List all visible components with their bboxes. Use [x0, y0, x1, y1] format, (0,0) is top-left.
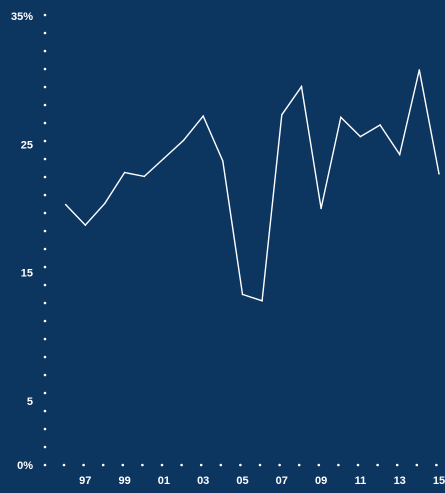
data-point [320, 207, 322, 210]
x-axis-dots [62, 463, 438, 467]
x-axis-dot [199, 463, 203, 467]
x-axis-dot [180, 463, 183, 467]
x-tick-label: 05 [236, 475, 248, 487]
x-axis-dot [121, 463, 125, 467]
data-point [261, 300, 263, 302]
y-axis-dot [43, 247, 47, 251]
y-axis-dot [43, 121, 47, 125]
data-point [281, 114, 283, 116]
data-point [359, 135, 362, 138]
data-point [64, 203, 67, 206]
x-tick-label: 03 [197, 475, 209, 487]
x-axis-dot [239, 463, 242, 467]
y-axis-dot [43, 13, 47, 17]
data-point [241, 293, 244, 296]
y-tick-label: 35% [11, 11, 33, 23]
y-axis-dot [43, 193, 47, 197]
x-axis-dot [219, 463, 223, 467]
y-axis-dot [43, 391, 47, 395]
x-axis-dot [141, 463, 144, 467]
data-point [163, 157, 165, 160]
y-axis-dot [43, 211, 47, 215]
data-point [182, 139, 185, 142]
data-point [222, 160, 224, 162]
x-axis-dot [258, 463, 262, 467]
series-group [64, 69, 440, 302]
x-axis-dot [356, 463, 360, 467]
y-axis-dot [43, 157, 47, 161]
x-tick-label: 07 [276, 475, 288, 487]
x-axis-dot [376, 463, 379, 467]
x-tick-label: 11 [355, 475, 367, 487]
y-tick-label: 0% [17, 460, 33, 472]
x-tick-label: 15 [433, 475, 445, 487]
y-tick-label: 5 [27, 396, 33, 408]
data-point [340, 116, 342, 119]
x-axis-dot [82, 463, 85, 467]
y-axis-dot [43, 373, 47, 377]
data-point [143, 175, 146, 178]
y-axis-dot [43, 265, 47, 269]
x-tick-label: 99 [118, 475, 130, 487]
x-axis-dot [415, 463, 419, 467]
x-axis-dot [435, 463, 438, 467]
y-axis-dot [43, 85, 47, 89]
y-axis-dot [43, 463, 47, 467]
y-axis-dot [43, 49, 47, 53]
y-axis-dots [43, 13, 47, 467]
y-axis-dot [43, 445, 47, 449]
x-axis-dot [160, 463, 164, 467]
x-axis-dot [337, 463, 340, 467]
data-point [398, 153, 401, 156]
x-tick-label: 01 [158, 475, 170, 487]
data-point [104, 202, 106, 205]
y-axis-dot [43, 319, 47, 323]
x-axis-dot [62, 463, 66, 467]
y-axis-dot [43, 355, 47, 359]
data-point [379, 124, 381, 126]
y-axis-dot [43, 139, 47, 143]
x-axis-dot [278, 463, 281, 467]
series-line [65, 69, 440, 302]
y-axis-dot [43, 409, 47, 413]
x-axis-dot [317, 463, 321, 467]
y-axis-dot [43, 301, 47, 305]
data-point [84, 224, 87, 226]
data-point [123, 171, 126, 174]
x-tick-label: 13 [394, 475, 406, 487]
y-tick-label: 25 [21, 139, 33, 151]
y-axis-dot [43, 67, 47, 71]
data-point [300, 85, 303, 88]
x-tick-label: 97 [79, 475, 91, 487]
y-axis-dot [43, 337, 47, 341]
y-axis-dot [43, 283, 47, 287]
y-axis-labels: 0% 5 15 25 35% [11, 11, 33, 472]
data-point [418, 69, 421, 71]
y-axis-dot [43, 175, 47, 179]
x-axis-dot [101, 463, 105, 467]
data-point [438, 173, 440, 175]
y-axis-dot [43, 103, 47, 107]
x-axis-dot [395, 463, 399, 467]
data-point [202, 115, 204, 117]
y-axis-dot [43, 229, 47, 233]
y-axis-dot [43, 427, 47, 431]
x-axis-dot [297, 463, 301, 467]
x-tick-label: 09 [315, 475, 327, 487]
x-axis-labels: 97 99 01 03 05 07 09 11 13 15 [79, 475, 445, 487]
y-axis-dot [43, 31, 47, 35]
y-tick-label: 15 [21, 268, 33, 280]
